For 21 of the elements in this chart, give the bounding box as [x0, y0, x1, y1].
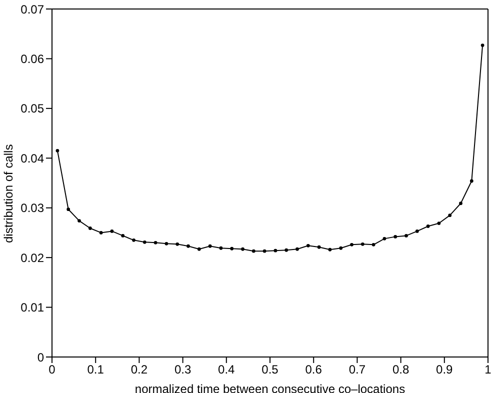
y-tick-label: 0.02 — [20, 250, 44, 265]
x-tick-label: 0 — [48, 362, 56, 377]
x-tick-label: 0.3 — [174, 362, 192, 377]
x-tick-label: 0.1 — [87, 362, 104, 377]
y-tick-label: 0.07 — [20, 2, 44, 16]
x-tick-label: 1 — [484, 362, 492, 377]
y-tick-label: 0.04 — [20, 151, 44, 166]
y-axis-title: distribution of calls — [1, 144, 16, 243]
y-tick-label: 0.06 — [20, 52, 44, 66]
x-tick-label: 0.9 — [436, 362, 454, 377]
x-tick-label: 0.8 — [392, 362, 410, 377]
x-tick-label: 0.7 — [348, 362, 366, 377]
y-tick-label: 0.01 — [20, 300, 44, 315]
y-tick-label: 0.05 — [20, 102, 44, 116]
x-axis-title: normalized time between consecutive co–locations — [134, 382, 406, 393]
x-tick-label: 0.2 — [130, 362, 148, 377]
x-tick-label: 0.4 — [218, 362, 236, 377]
y-tick-label: 0.03 — [20, 201, 44, 216]
y-tick-label: 0 — [37, 350, 44, 364]
x-tick-label: 0.6 — [305, 362, 322, 377]
x-tick-label: 0.5 — [262, 362, 279, 377]
